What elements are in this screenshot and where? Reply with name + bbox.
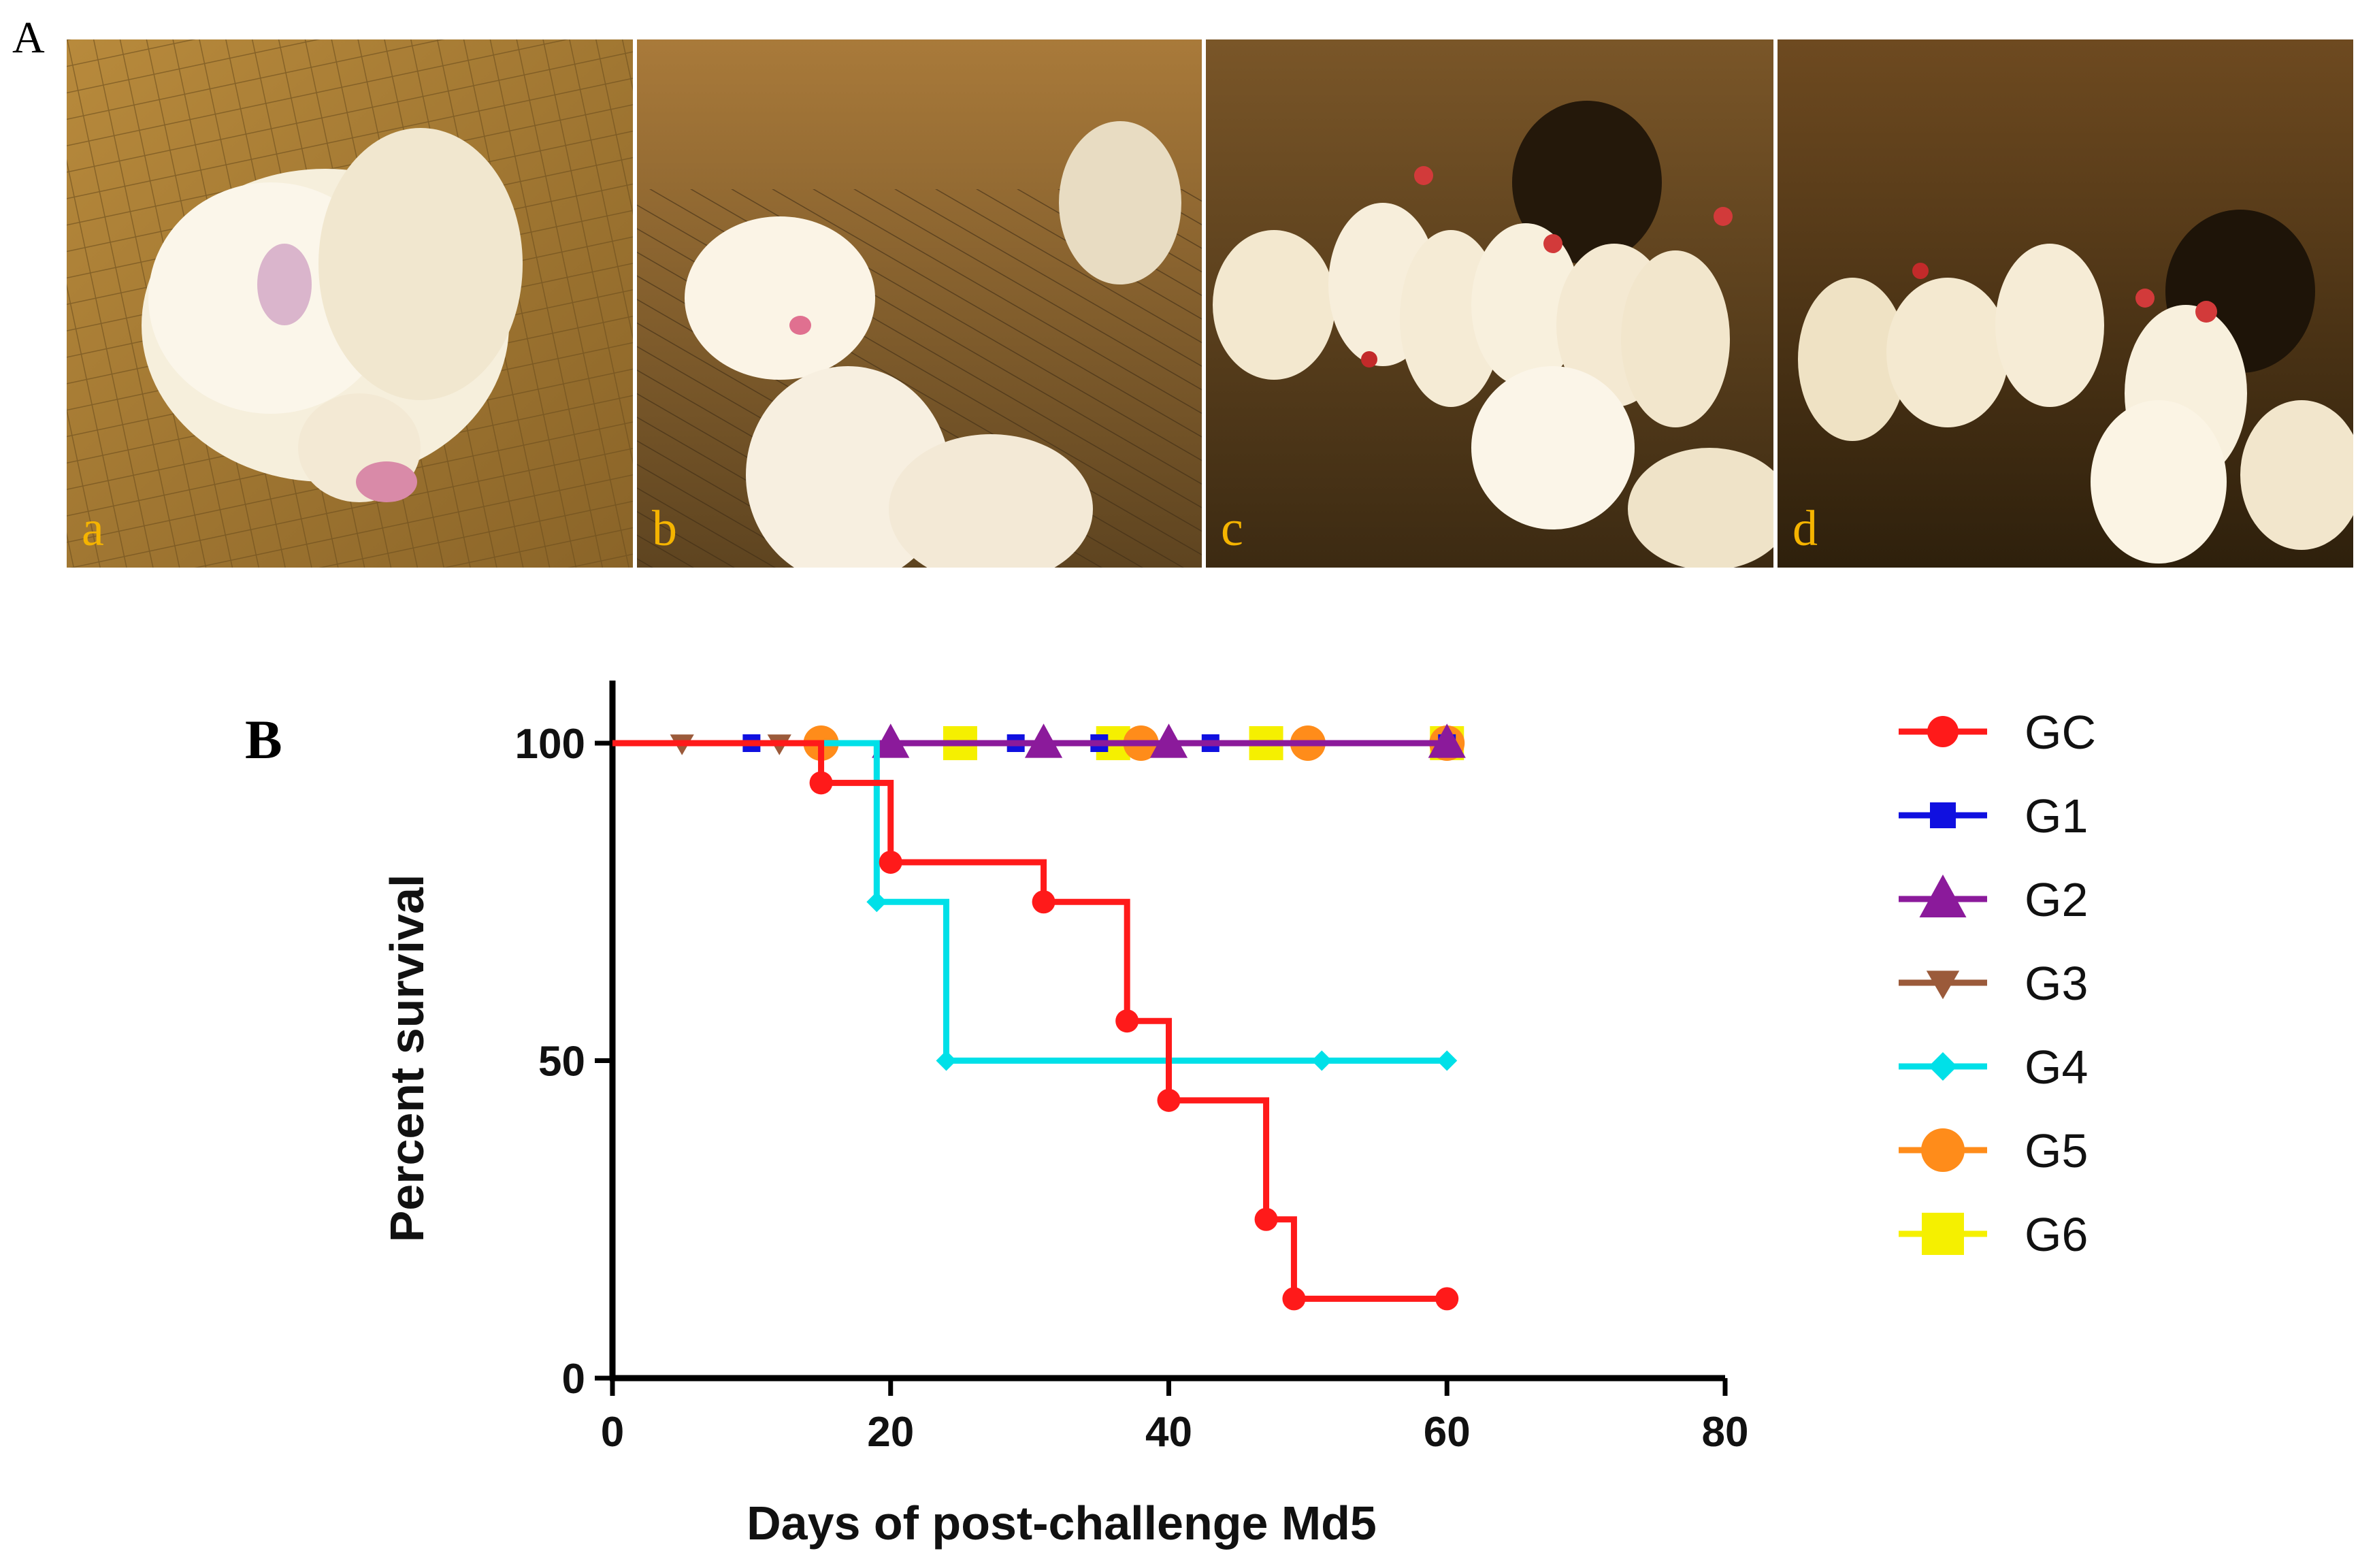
- photo-c: c: [1206, 39, 1773, 568]
- series-g4: [612, 740, 1458, 1071]
- data-point: [1157, 1088, 1181, 1112]
- data-point: [1435, 1287, 1459, 1311]
- panel-b-label: B: [245, 708, 282, 770]
- y-axis-label: Percent survival: [380, 875, 433, 1243]
- legend-label: G2: [2025, 873, 2088, 926]
- photo-a: a: [67, 39, 633, 568]
- data-point: [1428, 723, 1466, 758]
- photo-d: d: [1778, 39, 2353, 568]
- x-axis-label: Days of post-challenge Md5: [747, 1497, 1377, 1550]
- data-point: [1115, 1009, 1139, 1033]
- data-point: [1282, 1287, 1306, 1311]
- series-layer: [612, 723, 1466, 1311]
- x-tick-label: 80: [1702, 1409, 1749, 1456]
- legend-item-g2: G2: [1899, 873, 2088, 926]
- legend-label: G5: [2025, 1124, 2088, 1177]
- legend-marker: [1919, 875, 1967, 917]
- panel-a-label: A: [12, 13, 45, 63]
- legend-label: G6: [2025, 1208, 2088, 1261]
- legend-label: G1: [2025, 789, 2088, 843]
- series-line-gc: [612, 740, 1447, 1302]
- y-tick-label: 0: [562, 1356, 585, 1403]
- legend-marker: [1929, 1052, 1957, 1081]
- x-tick-label: 40: [1145, 1409, 1192, 1456]
- data-point: [809, 771, 833, 795]
- data-point: [1311, 1050, 1332, 1071]
- legend: GC G1 G2 G3 G4 G5 G6: [1899, 706, 2096, 1261]
- data-point: [1254, 1207, 1278, 1231]
- x-tick-label: 60: [1424, 1409, 1471, 1456]
- legend-marker: [1930, 802, 1956, 828]
- legend-item-g5: G5: [1899, 1124, 2088, 1177]
- series-line-g4: [612, 740, 1447, 1064]
- data-point: [936, 1050, 957, 1071]
- x-tick-label: 20: [867, 1409, 914, 1456]
- legend-label: G4: [2025, 1041, 2088, 1094]
- data-point: [872, 723, 910, 758]
- y-tick-label: 50: [538, 1039, 585, 1085]
- legend-item-g1: G1: [1899, 789, 2088, 843]
- legend-item-g4: G4: [1899, 1041, 2088, 1094]
- data-point: [879, 850, 902, 874]
- data-point: [1032, 890, 1055, 914]
- data-point: [866, 892, 887, 913]
- legend-label: GC: [2025, 706, 2096, 759]
- data-point: [1149, 723, 1188, 758]
- photo-label-c: c: [1221, 501, 1243, 557]
- legend-marker: [1922, 1213, 1964, 1255]
- legend-item-gc: GC: [1899, 706, 2096, 759]
- photo-label-a: a: [82, 501, 104, 557]
- photo-label-b: b: [652, 501, 677, 557]
- x-tick-label: 0: [601, 1409, 624, 1456]
- legend-marker: [1926, 970, 1960, 1000]
- photo-b: b: [637, 39, 1202, 568]
- legend-label: G3: [2025, 957, 2088, 1010]
- data-point: [1437, 1050, 1458, 1071]
- photo-label-d: d: [1792, 501, 1818, 557]
- legend-marker: [1921, 1128, 1965, 1172]
- legend-item-g3: G3: [1899, 957, 2088, 1010]
- axes: 0 20 40 60 80 0 50 100: [515, 681, 1749, 1456]
- series-gc: [612, 740, 1459, 1311]
- y-tick-label: 100: [515, 721, 585, 768]
- legend-item-g6: G6: [1899, 1208, 2088, 1261]
- data-point: [1024, 723, 1063, 758]
- photo-strip: a b: [67, 39, 2353, 568]
- legend-marker: [1927, 716, 1959, 747]
